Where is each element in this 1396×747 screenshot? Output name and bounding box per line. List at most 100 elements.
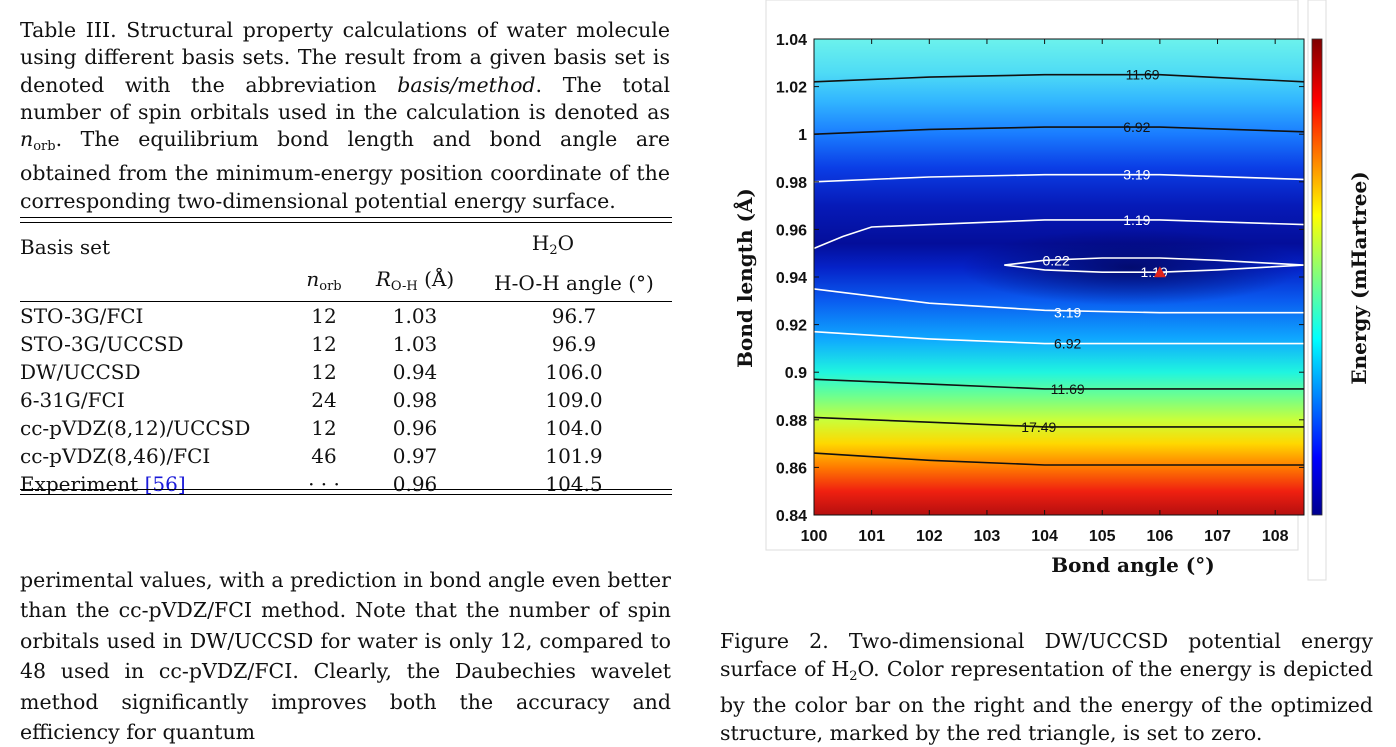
- contour-label: 3.19: [1123, 167, 1150, 183]
- cell-basis: cc-pVDZ(8,12)/UCCSD: [20, 416, 251, 440]
- cell-angle: 104.5: [545, 472, 603, 496]
- norb-subscript: orb: [33, 139, 56, 155]
- caption-text: Table III. Structural property calculati…: [20, 18, 670, 97]
- contour-line: [813, 219, 1305, 250]
- cell-roh: 0.96: [392, 472, 438, 496]
- contour-label: 17.49: [1021, 419, 1056, 435]
- y-tick-label: 1.04: [776, 32, 807, 49]
- table-row: STO-3G/FCI 12 1.03 96.7: [20, 301, 672, 331]
- figure-caption: Figure 2. Two-dimensional DW/UCCSD poten…: [720, 627, 1373, 747]
- h2o-o: O: [557, 231, 575, 255]
- cell-basis: Experiment [56]: [20, 472, 186, 496]
- colorbar: [1311, 38, 1323, 516]
- contour-label: 1.19: [1123, 212, 1150, 228]
- table-top-rule: [20, 217, 672, 218]
- cell-basis: 6-31G/FCI: [20, 388, 125, 412]
- header-norb: norb: [294, 265, 354, 302]
- contour-label: 0.22: [1042, 252, 1069, 268]
- contour-line: [813, 73, 1305, 83]
- contour-line: [813, 416, 1304, 428]
- cell-basis: cc-pVDZ(8,46)/FCI: [20, 444, 211, 468]
- x-axis-label: Bond angle (°): [1051, 553, 1214, 577]
- contour-label: 3.19: [1054, 305, 1081, 321]
- cell-roh: 0.96: [392, 416, 438, 440]
- contour-label: 11.69: [1051, 381, 1085, 397]
- table-bottom-rule: [20, 489, 672, 490]
- cell-norb: 12: [311, 304, 337, 328]
- header-basis-set: Basis set: [20, 235, 111, 259]
- figcap-text-2: O. Color representation of the energy is…: [720, 657, 1373, 745]
- cell-norb: · · ·: [308, 472, 340, 496]
- y-tick-label: 0.84: [776, 508, 807, 525]
- table-row: cc-pVDZ(8,46)/FCI 46 0.97 101.9: [20, 442, 672, 470]
- caption-text-2: . The total number of spin orbitals used…: [20, 72, 670, 124]
- contour-label: 11.69: [1126, 67, 1160, 83]
- cell-roh: 1.03: [392, 304, 438, 328]
- contour-line: [813, 452, 1304, 466]
- table-bottom-rule-2: [20, 494, 672, 495]
- y-tick-label: 0.96: [776, 222, 807, 239]
- h2o-h: H: [531, 231, 550, 255]
- cell-angle: 96.9: [551, 332, 597, 356]
- table-header-row-1: Basis set H2O: [20, 229, 672, 265]
- x-tick-label: 108: [1262, 528, 1289, 545]
- figcap-sub: 2: [849, 669, 858, 684]
- plot-area: 11.69 6.92 3.19 1.19 0.22 1.19 3.19 6.92 11.69 17…: [813, 39, 1305, 515]
- cell-angle: 109.0: [545, 388, 603, 412]
- y-tick-label: 0.88: [776, 413, 807, 430]
- cell-norb: 12: [311, 360, 337, 384]
- norb-symbol: n: [20, 127, 34, 152]
- caption-text-3: . The equilibrium bond length and bond a…: [20, 127, 670, 213]
- contour-label: 6.92: [1123, 119, 1150, 135]
- x-tick-label: 102: [916, 528, 943, 545]
- contour-line: [813, 330, 1304, 345]
- cell-angle: 106.0: [545, 360, 603, 384]
- body-text: perimental values, with a prediction in …: [20, 568, 671, 745]
- cell-roh: 0.94: [392, 360, 438, 384]
- cell-norb: 24: [311, 388, 337, 412]
- contour-line: [813, 378, 1304, 390]
- results-table: Basis set H2O norb RO-H (Å) H-O-H angle …: [20, 229, 672, 498]
- caption-italic: basis/method: [397, 72, 536, 97]
- table-row: Experiment [56] · · · 0.96 104.5: [20, 470, 672, 498]
- axes: 100 101 102 103 104 105 106 107 108 0.84 0.86 0.88 0…: [776, 32, 1305, 545]
- cell-norb: 12: [311, 332, 337, 356]
- cell-roh: 0.97: [392, 444, 438, 468]
- cell-norb: 46: [311, 444, 337, 468]
- table-row: 6-31G/FCI 24 0.98 109.0: [20, 386, 672, 414]
- x-tick-label: 105: [1089, 528, 1116, 545]
- header-angle: H-O-H angle (°): [476, 265, 672, 302]
- x-tick-label: 101: [858, 528, 885, 545]
- cell-basis: DW/UCCSD: [20, 360, 141, 384]
- y-tick-label: 0.98: [776, 175, 807, 192]
- y-tick-label: 1.02: [776, 80, 807, 97]
- h2o-sub: 2: [549, 243, 558, 258]
- table-row: DW/UCCSD 12 0.94 106.0: [20, 358, 672, 386]
- cell-basis: STO-3G/UCCSD: [20, 332, 184, 356]
- header-h2o: H2O: [294, 229, 672, 265]
- table-top-rule-2: [20, 222, 672, 223]
- figcap-text: Figure 2. Two-dimensional DW/UCCSD poten…: [720, 629, 1373, 681]
- table-header-row-2: norb RO-H (Å) H-O-H angle (°): [20, 265, 672, 302]
- left-column: Table III. Structural property calculati…: [20, 17, 670, 215]
- x-tick-label: 100: [801, 528, 828, 545]
- cell-angle: 96.7: [551, 304, 597, 328]
- colorbar-label: Energy (mHartree): [1347, 171, 1371, 384]
- y-tick-label: 0.94: [776, 270, 807, 287]
- cell-norb: 12: [311, 416, 337, 440]
- y-tick-label: 1: [798, 127, 807, 144]
- table-body: STO-3G/FCI 12 1.03 96.7 STO-3G/UCCSD 12 1.03 96…: [20, 301, 672, 499]
- y-axis-label: Bond length (Å): [733, 188, 757, 368]
- x-tick-label: 107: [1204, 528, 1231, 545]
- citation-link[interactable]: [56]: [144, 472, 186, 496]
- table-row: cc-pVDZ(8,12)/UCCSD 12 0.96 104.0: [20, 414, 672, 442]
- cell-angle: 104.0: [545, 416, 603, 440]
- y-tick-label: 0.9: [785, 365, 807, 382]
- contour-line: [813, 173, 1305, 183]
- minimum-well: [961, 229, 1302, 306]
- y-tick-label: 0.92: [776, 318, 807, 335]
- x-tick-label: 104: [1031, 528, 1058, 545]
- contour-line: [813, 288, 1304, 314]
- x-tick-label: 106: [1147, 528, 1174, 545]
- header-roh: RO-H (Å): [354, 265, 476, 302]
